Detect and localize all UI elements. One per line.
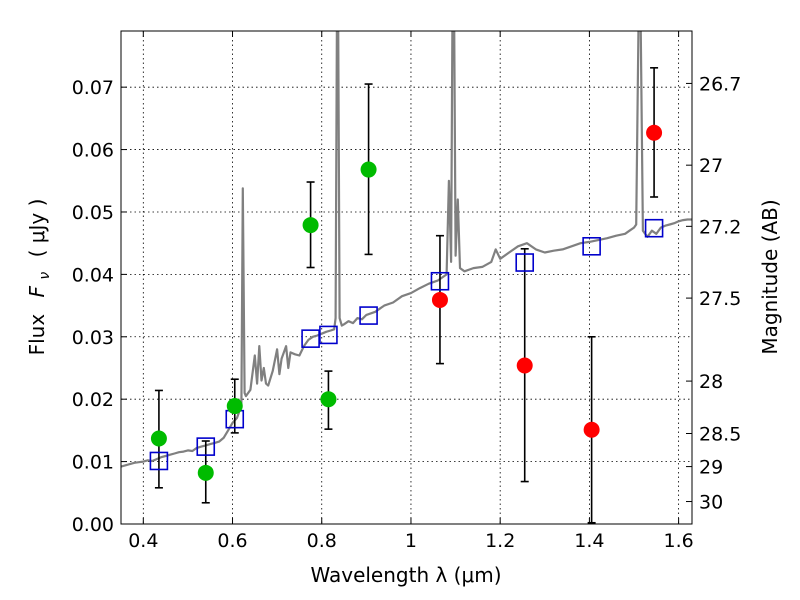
nir-detection-point: [431, 291, 448, 308]
magnitude-axis-label: Magnitude (AB): [758, 199, 782, 354]
tick-labels: 0.4 0.6 0.8 1 1.2 1.4 1.6 0.00 0.01 0.02 0.03 0.04 0…: [72, 73, 742, 552]
magnitude-tick-label: 27: [699, 155, 723, 177]
model-photometry-point: [515, 253, 535, 272]
optical-detection-point: [302, 217, 319, 234]
y-axis-label: Flux F ν ( μJy ): [25, 199, 54, 356]
magnitude-tick-label: 29: [699, 457, 723, 479]
y-tick-label: 0.01: [72, 452, 114, 474]
x-tick-label: 1.6: [664, 530, 694, 552]
y-tick-label: 0.02: [72, 389, 114, 411]
grid: [121, 31, 692, 524]
model-photometry-point: [319, 325, 338, 345]
model-photometry-layer: [149, 218, 664, 471]
optical-detection-point: [320, 391, 337, 408]
y-axis-label-subscript: ν: [37, 272, 53, 280]
x-tick-label: 0.4: [128, 530, 158, 552]
optical-detection-point: [150, 430, 167, 447]
model-photometry-point: [430, 271, 450, 291]
nir-detection-point: [583, 421, 600, 438]
model-spectrum-line: [121, 31, 692, 468]
y-tick-label: 0.04: [72, 264, 114, 286]
nir-detection-point: [646, 124, 663, 141]
magnitude-tick-label: 27.5: [699, 288, 741, 310]
y-axis-label-symbol: F: [25, 285, 49, 297]
detections-layer: [150, 124, 663, 481]
magnitude-tick-label: 28.5: [699, 424, 741, 446]
plot-frame: [120, 30, 693, 525]
y-tick-label: 0.06: [72, 140, 114, 162]
model-spectrum-layer: [121, 31, 692, 468]
model-photometry-point: [582, 236, 601, 256]
optical-detection-point: [197, 464, 214, 481]
y-axis-label-flux: Flux: [25, 314, 49, 356]
y-tick-label: 0.03: [72, 327, 114, 349]
optical-detection-point: [360, 161, 377, 178]
y-tick-label: 0.07: [72, 77, 114, 99]
model-photometry-point: [149, 451, 169, 471]
magnitude-tick-label: 27.2: [699, 216, 741, 238]
model-photometry-point: [301, 329, 320, 348]
optical-detection-point: [226, 398, 243, 415]
magnitude-tick-label: 28: [699, 371, 723, 393]
model-photometry-point: [359, 306, 378, 325]
x-tick-label: 1.2: [485, 530, 515, 552]
model-photometry-point: [644, 218, 664, 238]
x-tick-label: 0.6: [217, 530, 247, 552]
x-tick-label: 0.8: [307, 530, 337, 552]
nir-detection-point: [516, 357, 533, 374]
magnitude-tick-label: 30: [699, 492, 723, 514]
y-tick-label: 0.00: [72, 514, 114, 536]
x-tick-label: 1.4: [574, 530, 604, 552]
x-axis-label: Wavelength λ (μm): [310, 563, 501, 587]
magnitude-tick-label: 26.7: [699, 73, 741, 95]
y-axis-label-unit: ( μJy ): [25, 199, 49, 258]
axis-ticks: [121, 31, 692, 525]
x-tick-label: 1: [405, 530, 417, 552]
model-photometry-point: [196, 437, 216, 456]
y-tick-label: 0.05: [72, 202, 114, 224]
